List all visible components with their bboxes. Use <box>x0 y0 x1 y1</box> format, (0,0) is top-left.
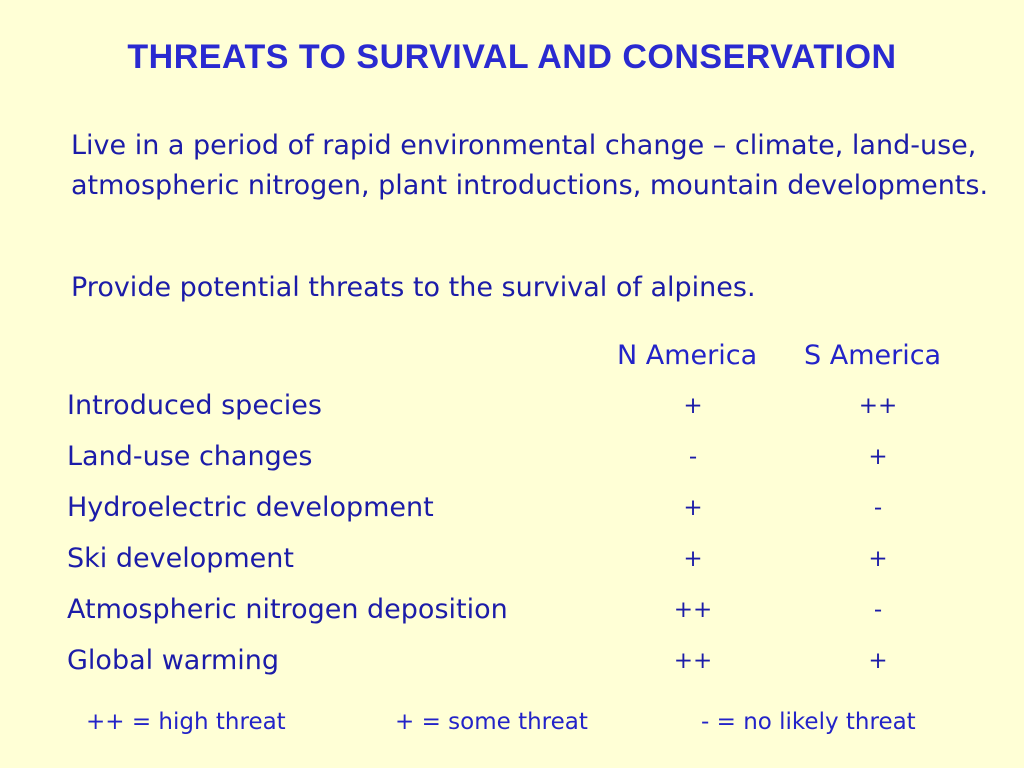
legend-high-threat: ++ = high threat <box>86 709 286 735</box>
n-america-value: ++ <box>673 648 713 674</box>
column-header-s-america: S America <box>804 340 942 371</box>
intro-paragraph: Live in a period of rapid environmental … <box>71 130 989 201</box>
n-america-value: + <box>683 393 703 419</box>
legend-some-threat: + = some threat <box>395 709 588 735</box>
table-row: Hydroelectric development + - <box>0 488 1024 532</box>
s-america-value: + <box>868 444 888 470</box>
table-row: Land-use changes - + <box>0 437 1024 481</box>
column-header-n-america: N America <box>617 340 758 371</box>
n-america-value: - <box>688 444 698 470</box>
s-america-value: ++ <box>858 393 898 419</box>
slide-title: THREATS TO SURVIVAL AND CONSERVATION <box>127 38 897 76</box>
row-label: Ski development <box>67 543 294 574</box>
n-america-value: ++ <box>673 597 713 623</box>
row-label: Land-use changes <box>67 441 313 472</box>
legend-no-threat: - = no likely threat <box>701 709 916 735</box>
s-america-value: - <box>873 597 883 623</box>
table-row: Atmospheric nitrogen deposition ++ - <box>0 590 1024 634</box>
s-america-value: - <box>873 495 883 521</box>
row-label: Hydroelectric development <box>67 492 434 523</box>
s-america-value: + <box>868 648 888 674</box>
n-america-value: + <box>683 546 703 572</box>
table-row: Introduced species + ++ <box>0 386 1024 430</box>
row-label: Global warming <box>67 645 280 676</box>
n-america-value: + <box>683 495 703 521</box>
s-america-value: + <box>868 546 888 572</box>
table-row: Ski development + + <box>0 539 1024 583</box>
threats-paragraph: Provide potential threats to the surviva… <box>71 272 756 303</box>
row-label: Atmospheric nitrogen deposition <box>67 594 508 625</box>
row-label: Introduced species <box>67 390 322 421</box>
table-row: Global warming ++ + <box>0 641 1024 685</box>
